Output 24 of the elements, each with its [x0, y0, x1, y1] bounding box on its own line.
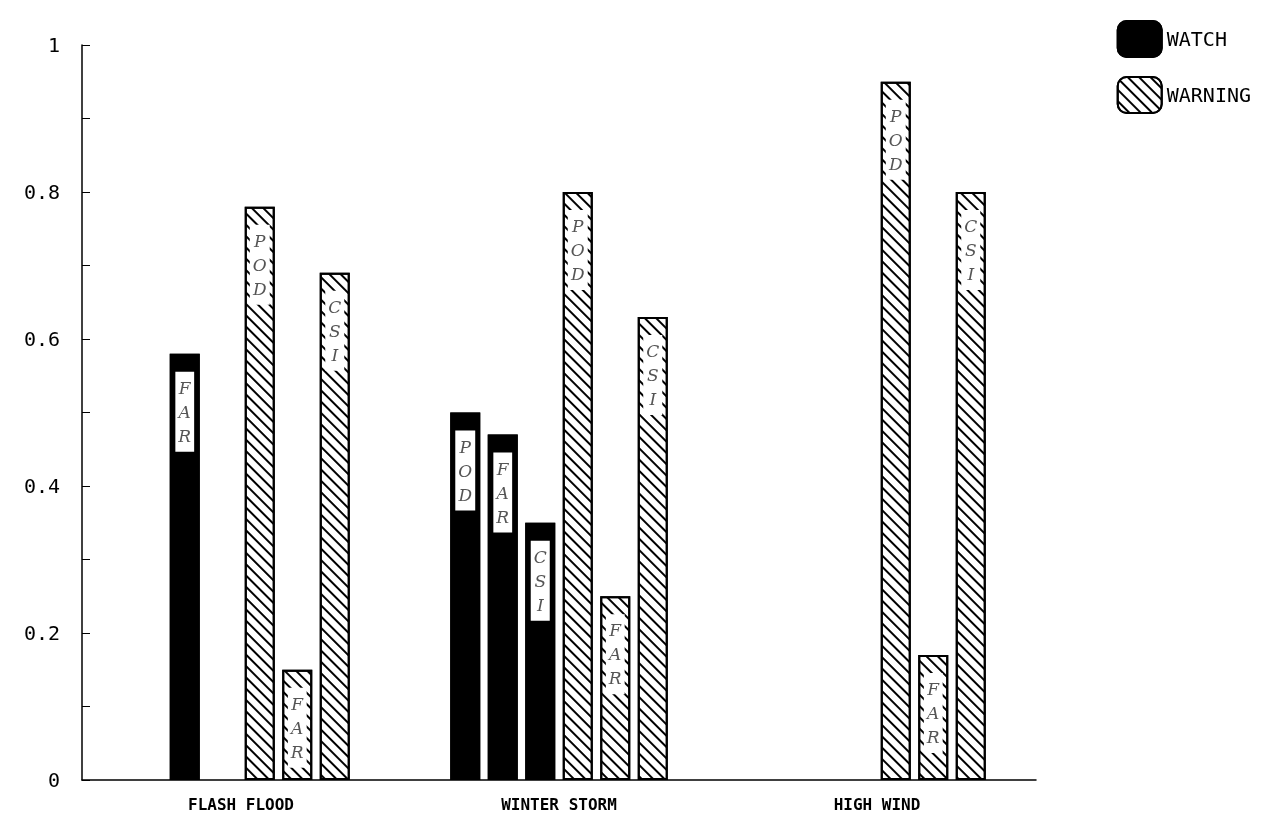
data-label: POD: [887, 105, 903, 174]
y-tick-label: 0.2: [23, 621, 60, 645]
y-tick-label: 1: [47, 33, 60, 57]
data-label: FAR: [176, 377, 192, 446]
legend-label: WATCH: [1166, 27, 1227, 51]
legend-label: WARNING: [1166, 83, 1252, 107]
data-label: CSI: [328, 296, 342, 365]
x-tick-label: WINTER STORM: [501, 794, 617, 814]
y-tick-label: 0.4: [23, 474, 60, 498]
y-tick-label: 0.8: [23, 180, 60, 204]
data-label: CSI: [964, 216, 978, 284]
data-label: CSI: [533, 546, 547, 615]
data-label: POD: [251, 230, 267, 299]
data-label: CSI: [646, 340, 660, 409]
x-tick-label: FLASH FLOOD: [188, 794, 294, 814]
data-label: POD: [569, 216, 585, 284]
data-label: FAR: [494, 458, 510, 527]
data-label: FAR: [925, 679, 941, 748]
data-label: FAR: [289, 693, 305, 762]
y-tick-label: 0: [47, 768, 60, 792]
y-tick-label: 0.6: [23, 327, 60, 351]
data-label: POD: [457, 436, 473, 505]
x-tick-label: HIGH WIND: [833, 794, 921, 814]
data-label: FAR: [607, 620, 623, 689]
